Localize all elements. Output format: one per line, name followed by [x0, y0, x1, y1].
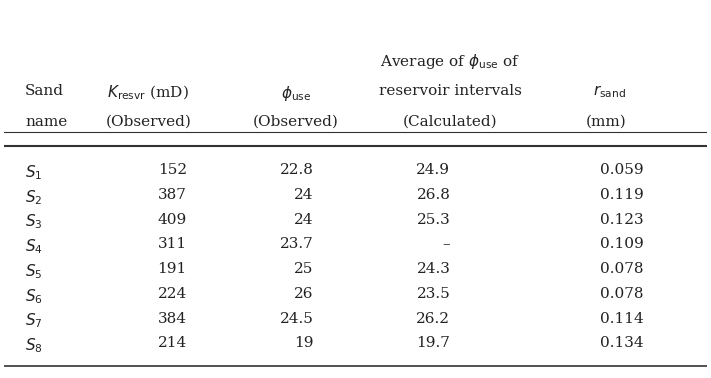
Text: 191: 191 [158, 262, 187, 276]
Text: 311: 311 [158, 237, 187, 251]
Text: 0.078: 0.078 [600, 262, 643, 276]
Text: (Calculated): (Calculated) [403, 115, 498, 129]
Text: 26: 26 [294, 287, 314, 301]
Text: 0.123: 0.123 [600, 213, 643, 227]
Text: $S_{1}$: $S_{1}$ [26, 163, 43, 182]
Text: 384: 384 [158, 312, 187, 326]
Text: 26.8: 26.8 [417, 188, 450, 202]
Text: 25.3: 25.3 [417, 213, 450, 227]
Text: 22.8: 22.8 [279, 163, 314, 177]
Text: $S_{8}$: $S_{8}$ [26, 336, 43, 355]
Text: 19: 19 [294, 336, 314, 350]
Text: $S_{2}$: $S_{2}$ [26, 188, 43, 207]
Text: 24: 24 [294, 213, 314, 227]
Text: 24.5: 24.5 [279, 312, 314, 326]
Text: (Observed): (Observed) [105, 115, 191, 129]
Text: $S_{6}$: $S_{6}$ [26, 287, 43, 306]
Text: 0.134: 0.134 [600, 336, 643, 350]
Text: name: name [26, 115, 68, 129]
Text: 23.7: 23.7 [279, 237, 314, 251]
Text: Sand: Sand [26, 84, 64, 98]
Text: 409: 409 [158, 213, 187, 227]
Text: 24.9: 24.9 [417, 163, 450, 177]
Text: 24: 24 [294, 188, 314, 202]
Text: $r_{\mathrm{sand}}$: $r_{\mathrm{sand}}$ [593, 84, 626, 100]
Text: $S_{4}$: $S_{4}$ [26, 237, 43, 256]
Text: 214: 214 [158, 336, 187, 350]
Text: $S_{5}$: $S_{5}$ [26, 262, 43, 281]
Text: –: – [443, 237, 450, 251]
Text: 23.5: 23.5 [417, 287, 450, 301]
Text: 0.059: 0.059 [600, 163, 643, 177]
Text: $S_{3}$: $S_{3}$ [26, 213, 43, 231]
Text: $S_{7}$: $S_{7}$ [26, 312, 43, 330]
Text: 387: 387 [158, 188, 187, 202]
Text: 0.119: 0.119 [600, 188, 643, 202]
Text: 0.109: 0.109 [600, 237, 643, 251]
Text: 19.7: 19.7 [417, 336, 450, 350]
Text: 26.2: 26.2 [417, 312, 450, 326]
Text: $\phi_{\mathrm{use}}$: $\phi_{\mathrm{use}}$ [281, 84, 311, 103]
Text: 152: 152 [158, 163, 187, 177]
Text: 0.114: 0.114 [600, 312, 643, 326]
Text: Average of $\phi_{\mathrm{use}}$ of: Average of $\phi_{\mathrm{use}}$ of [380, 52, 520, 71]
Text: 24.3: 24.3 [417, 262, 450, 276]
Text: 224: 224 [158, 287, 187, 301]
Text: 0.078: 0.078 [600, 287, 643, 301]
Text: (Observed): (Observed) [253, 115, 338, 129]
Text: $K_{\mathrm{resvr}}$ (mD): $K_{\mathrm{resvr}}$ (mD) [107, 84, 189, 102]
Text: (mm): (mm) [585, 115, 626, 129]
Text: reservoir intervals: reservoir intervals [379, 84, 522, 98]
Text: 25: 25 [294, 262, 314, 276]
